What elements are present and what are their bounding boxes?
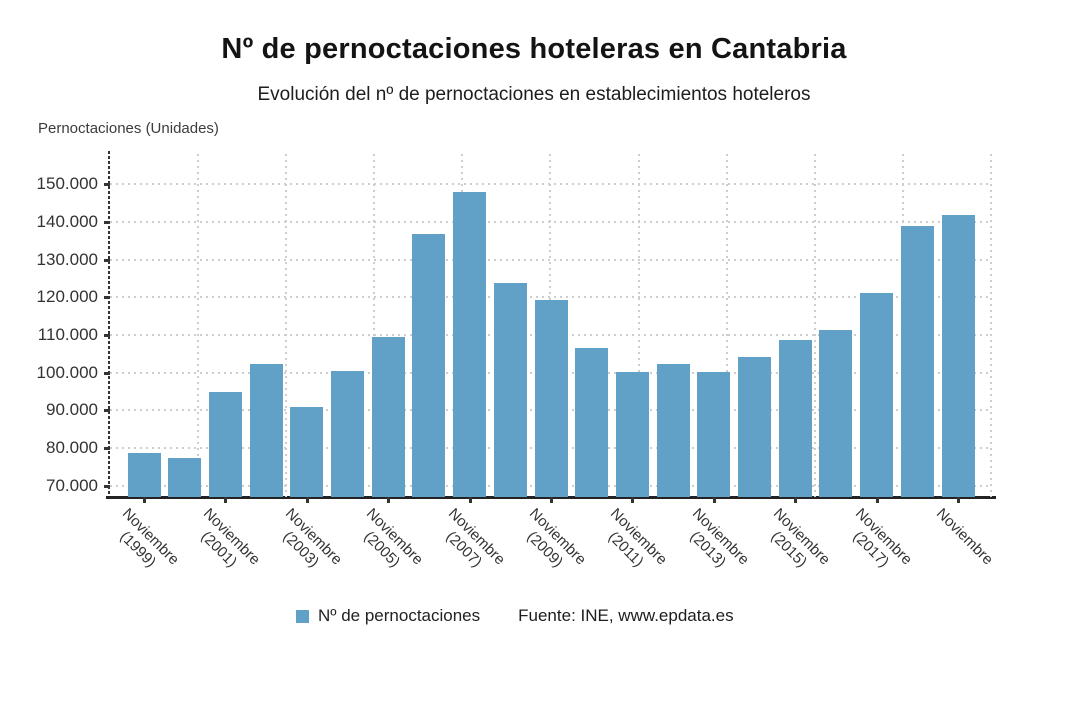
chart-subtitle: Evolución del nº de pernoctaciones en es… [257,84,811,105]
chart-title: Nº de pernoctaciones hoteleras en Cantab… [221,33,847,65]
bar[interactable] [819,330,853,497]
x-axis-tick [143,497,146,503]
bar[interactable] [453,192,487,497]
y-axis-title: Pernoctaciones (Unidades) [38,120,219,137]
y-axis-tick-label: 100.000 [36,362,98,382]
vertical-gridline [725,154,728,497]
bar[interactable] [656,363,690,497]
vertical-gridline [285,154,288,497]
bar[interactable] [331,371,364,497]
x-axis-tick [875,497,879,503]
vertical-gridline [813,154,816,497]
legend: Nº de pernoctaciones Fuente: INE, www.ep… [296,606,734,626]
y-axis-tick [104,484,110,488]
x-axis-tick [387,497,391,503]
y-axis-tick [104,258,110,262]
y-axis-tick-label: 90.000 [46,400,98,420]
x-axis-tick-label: Noviembre (2013) [686,505,753,571]
bar[interactable] [127,452,161,497]
x-axis-tick-label: Noviembre (2011) [605,505,671,571]
x-axis-tick [957,497,960,503]
y-axis-tick-label: 110.000 [37,324,98,344]
y-axis-tick [104,220,110,224]
bar[interactable] [778,340,812,497]
x-axis-tick [224,497,228,503]
y-axis-tick [104,371,110,375]
y-axis-tick [104,447,110,450]
x-axis-tick-label: Noviembre (2017) [849,505,915,571]
bar[interactable] [249,363,283,497]
bar[interactable] [697,371,731,497]
bar[interactable] [860,292,894,497]
x-axis-tick-label: Noviembre (2003) [279,505,346,571]
y-axis-tick-label: 130.000 [36,249,98,269]
x-axis-tick-label: Noviembre (2001) [197,505,264,571]
y-axis-tick-label: 120.000 [36,287,98,307]
horizontal-gridline [110,183,992,186]
y-axis-line [108,151,110,500]
y-axis-tick [104,333,110,337]
y-axis-tick [104,183,110,187]
bar[interactable] [493,283,527,497]
y-axis-tick-label: 140.000 [36,211,98,231]
x-axis-tick-label: Noviembre [932,505,997,569]
plot-area: 70.000 80.000 90.000 100.000 110.000 120.000 1… [37,151,996,571]
x-axis-tick-label: Noviembre (2005) [360,505,427,571]
bar[interactable] [412,233,446,497]
horizontal-gridline [110,296,992,299]
x-axis-tick-label: Noviembre (2007) [442,505,508,571]
bar[interactable] [290,406,324,497]
y-axis-tick-label: 150.000 [36,174,98,194]
legend-item[interactable]: Nº de pernoctaciones [296,606,480,626]
y-axis-tick [104,409,110,413]
x-axis-tick [712,497,716,503]
vertical-gridline [637,154,640,497]
legend-swatch-icon [296,609,309,623]
x-axis-tick [305,497,309,503]
y-axis-tick-label: 80.000 [46,438,98,457]
bar[interactable] [168,457,202,497]
x-axis-tick-label: Noviembre (2015) [767,505,834,571]
vertical-gridline [989,154,992,497]
source-text: Fuente: INE, www.epdata.es [518,606,734,625]
x-axis-tick [794,497,798,503]
legend-label: Nº de pernoctaciones [318,606,481,625]
x-axis-tick-label: Noviembre (2009) [523,505,590,571]
bar[interactable] [534,299,568,497]
vertical-gridline [197,154,199,497]
bar[interactable] [738,356,771,497]
bar[interactable] [208,392,242,497]
x-axis-tick [631,497,635,503]
bar[interactable] [900,225,934,497]
y-axis-tick [104,296,110,300]
x-axis-tick [468,497,472,503]
horizontal-gridline [110,220,992,223]
bar[interactable] [575,348,609,497]
bar[interactable] [371,337,405,497]
x-axis-tick-label: Noviembre (1999) [116,505,183,571]
bar[interactable] [941,214,975,497]
horizontal-gridline [110,258,992,261]
vertical-gridline [373,154,376,497]
bar[interactable] [615,371,649,497]
x-axis-tick [550,497,553,503]
y-axis-tick-label: 70.000 [46,475,98,495]
